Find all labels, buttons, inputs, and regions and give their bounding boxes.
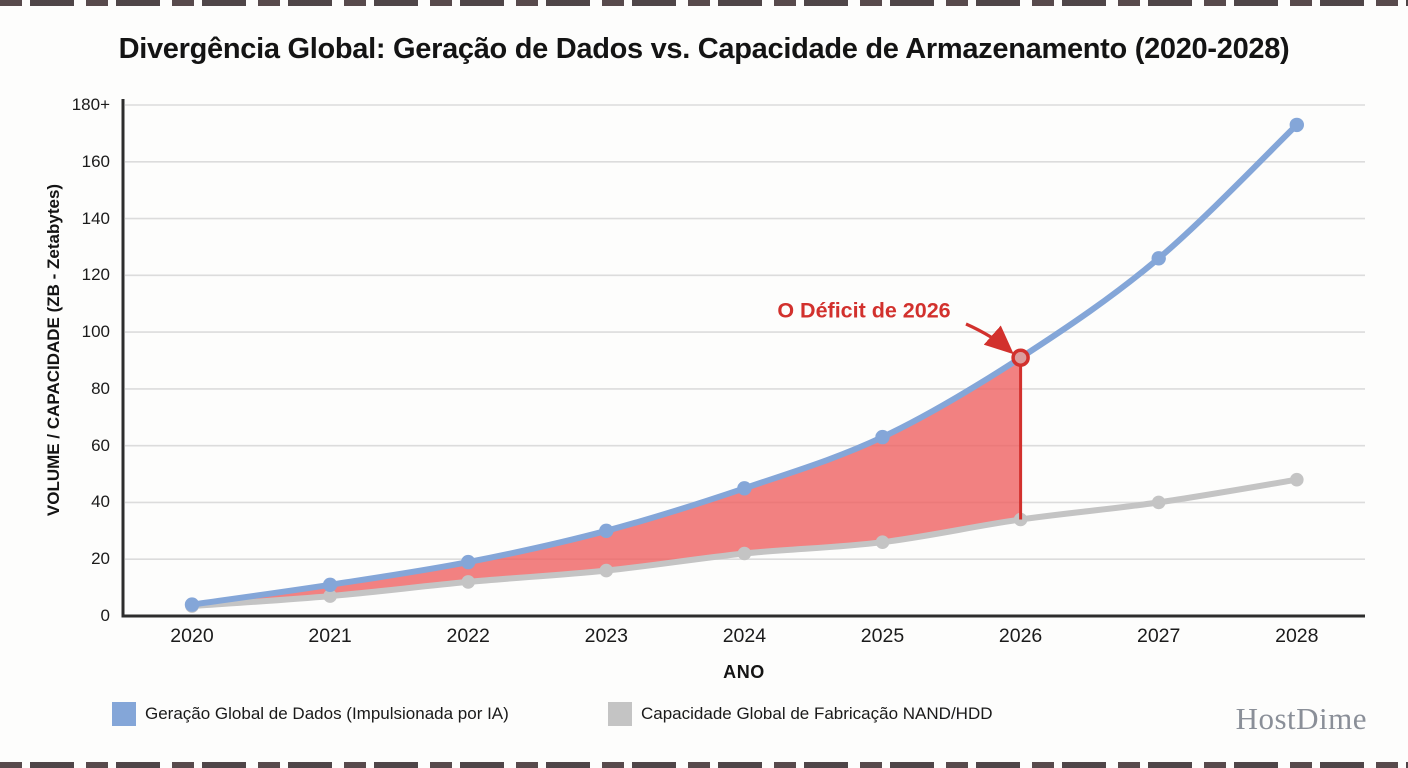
chart-title: Divergência Global: Geração de Dados vs.…	[118, 33, 1290, 65]
hostdime-logo: HostDime	[1235, 701, 1367, 736]
generation-series-swatch	[112, 702, 136, 726]
legend-item-generation: Geração Global de Dados (Impulsionada po…	[112, 702, 509, 726]
y-tick-label: 80	[91, 378, 110, 398]
capacity-point	[875, 535, 890, 549]
x-tick-label: 2021	[308, 625, 352, 647]
capacity-point	[1151, 495, 1166, 510]
legend-label-generation: Geração Global de Dados (Impulsionada po…	[145, 704, 509, 723]
capacity-point	[1290, 472, 1304, 487]
x-tick-label: 2028	[1275, 625, 1319, 647]
deficit-area	[192, 357, 1021, 607]
x-tick-label: 2020	[170, 625, 214, 647]
generation-point	[1289, 117, 1305, 133]
annotation-arrow	[965, 322, 1014, 355]
torn-edge-top	[0, 0, 1408, 6]
generation-point	[184, 597, 200, 612]
chart-legend: Geração Global de Dados (Impulsionada po…	[0, 702, 1408, 736]
legend-label-capacity: Capacidade Global de Fabricação NAND/HDD	[641, 704, 993, 723]
capacity-series-swatch	[608, 702, 632, 726]
y-tick-label: 0	[100, 606, 110, 625]
generation-point	[875, 429, 890, 445]
x-tick-label: 2026	[998, 625, 1043, 647]
y-tick-label: 140	[81, 208, 110, 228]
deficit-highlight-point	[1011, 348, 1030, 367]
y-tick-label: 20	[91, 549, 110, 569]
generation-point	[599, 523, 614, 538]
generation-point	[461, 554, 476, 570]
x-tick-label: 2025	[860, 625, 905, 647]
capacity-point	[737, 546, 752, 561]
x-tick-label: 2022	[446, 625, 490, 647]
capacity-point	[461, 575, 476, 589]
y-tick-label: 40	[91, 492, 110, 512]
generation-point	[1151, 251, 1166, 266]
capacity-point	[323, 589, 337, 603]
x-tick-label: 2027	[1136, 625, 1181, 647]
y-tick-label: 180+	[71, 95, 110, 114]
x-tick-label: 2023	[584, 625, 628, 647]
y-tick-label: 60	[91, 435, 110, 455]
y-axis-ticks: 0 20 40 60 80 100 120 140 160 180+	[0, 0, 110, 768]
generation-point	[322, 577, 338, 592]
y-tick-label: 120	[81, 265, 110, 285]
deficit-annotation-label: O Déficit de 2026	[777, 298, 951, 323]
series-group	[184, 117, 1305, 613]
y-tick-label: 100	[81, 322, 110, 342]
y-tick-label: 160	[81, 151, 110, 171]
generation-point	[737, 481, 752, 496]
torn-edge-bottom	[0, 762, 1408, 768]
x-axis-title: ANO	[723, 662, 765, 682]
capacity-point	[599, 563, 614, 578]
generation-line	[189, 121, 1300, 608]
axes-group	[121, 99, 1365, 618]
legend-item-capacity: Capacidade Global de Fabricação NAND/HDD	[608, 702, 993, 726]
x-axis-ticks: 2020 2021 2022 2023 2024 2025 2026 2027 2028	[0, 625, 1408, 653]
x-tick-label: 2024	[722, 625, 767, 647]
y-axis-title: VOLUME / CAPACIDADE (ZB - Zetabytes)	[44, 183, 63, 517]
